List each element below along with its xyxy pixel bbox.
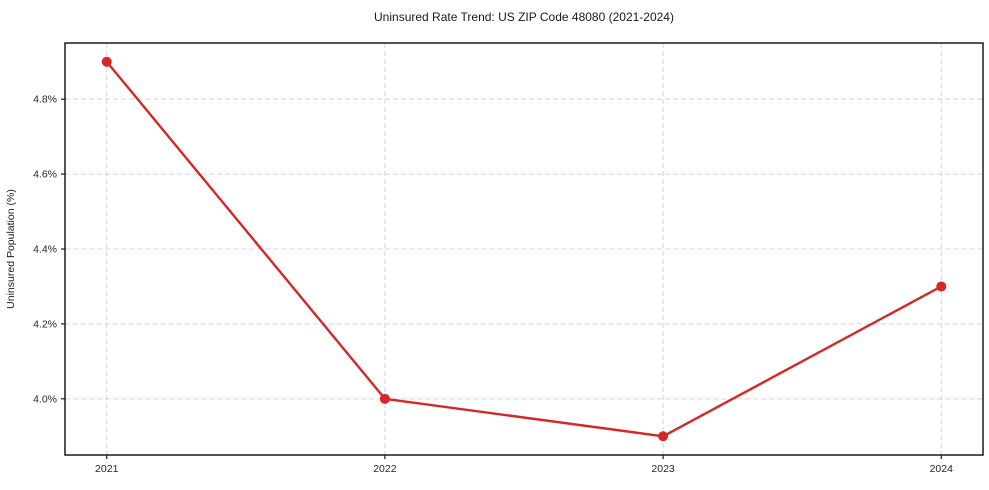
chart-title: Uninsured Rate Trend: US ZIP Code 48080 …	[374, 10, 674, 24]
data-point	[658, 431, 669, 442]
data-point	[101, 56, 112, 67]
y-tick-label: 4.0%	[33, 393, 57, 405]
x-tick-label: 2022	[373, 463, 397, 475]
tick-layer: 4.0% 4.2% 4.4% 4.6% 4.8% 2021 2022 2023 2024	[33, 94, 953, 475]
data-point	[379, 393, 390, 404]
grid-layer	[65, 43, 983, 455]
trend-line	[105, 60, 943, 438]
x-tick-label: 2024	[930, 463, 954, 475]
y-tick-label: 4.2%	[33, 318, 57, 330]
y-tick-label: 4.4%	[33, 244, 57, 256]
x-tick-label: 2023	[651, 463, 675, 475]
y-tick-label: 4.8%	[33, 94, 57, 106]
data-point	[936, 281, 947, 292]
y-axis-label: Uninsured Population (%)	[5, 189, 17, 309]
y-tick-label: 4.6%	[33, 169, 57, 181]
data-layer	[101, 56, 947, 442]
x-tick-label: 2021	[95, 463, 119, 475]
